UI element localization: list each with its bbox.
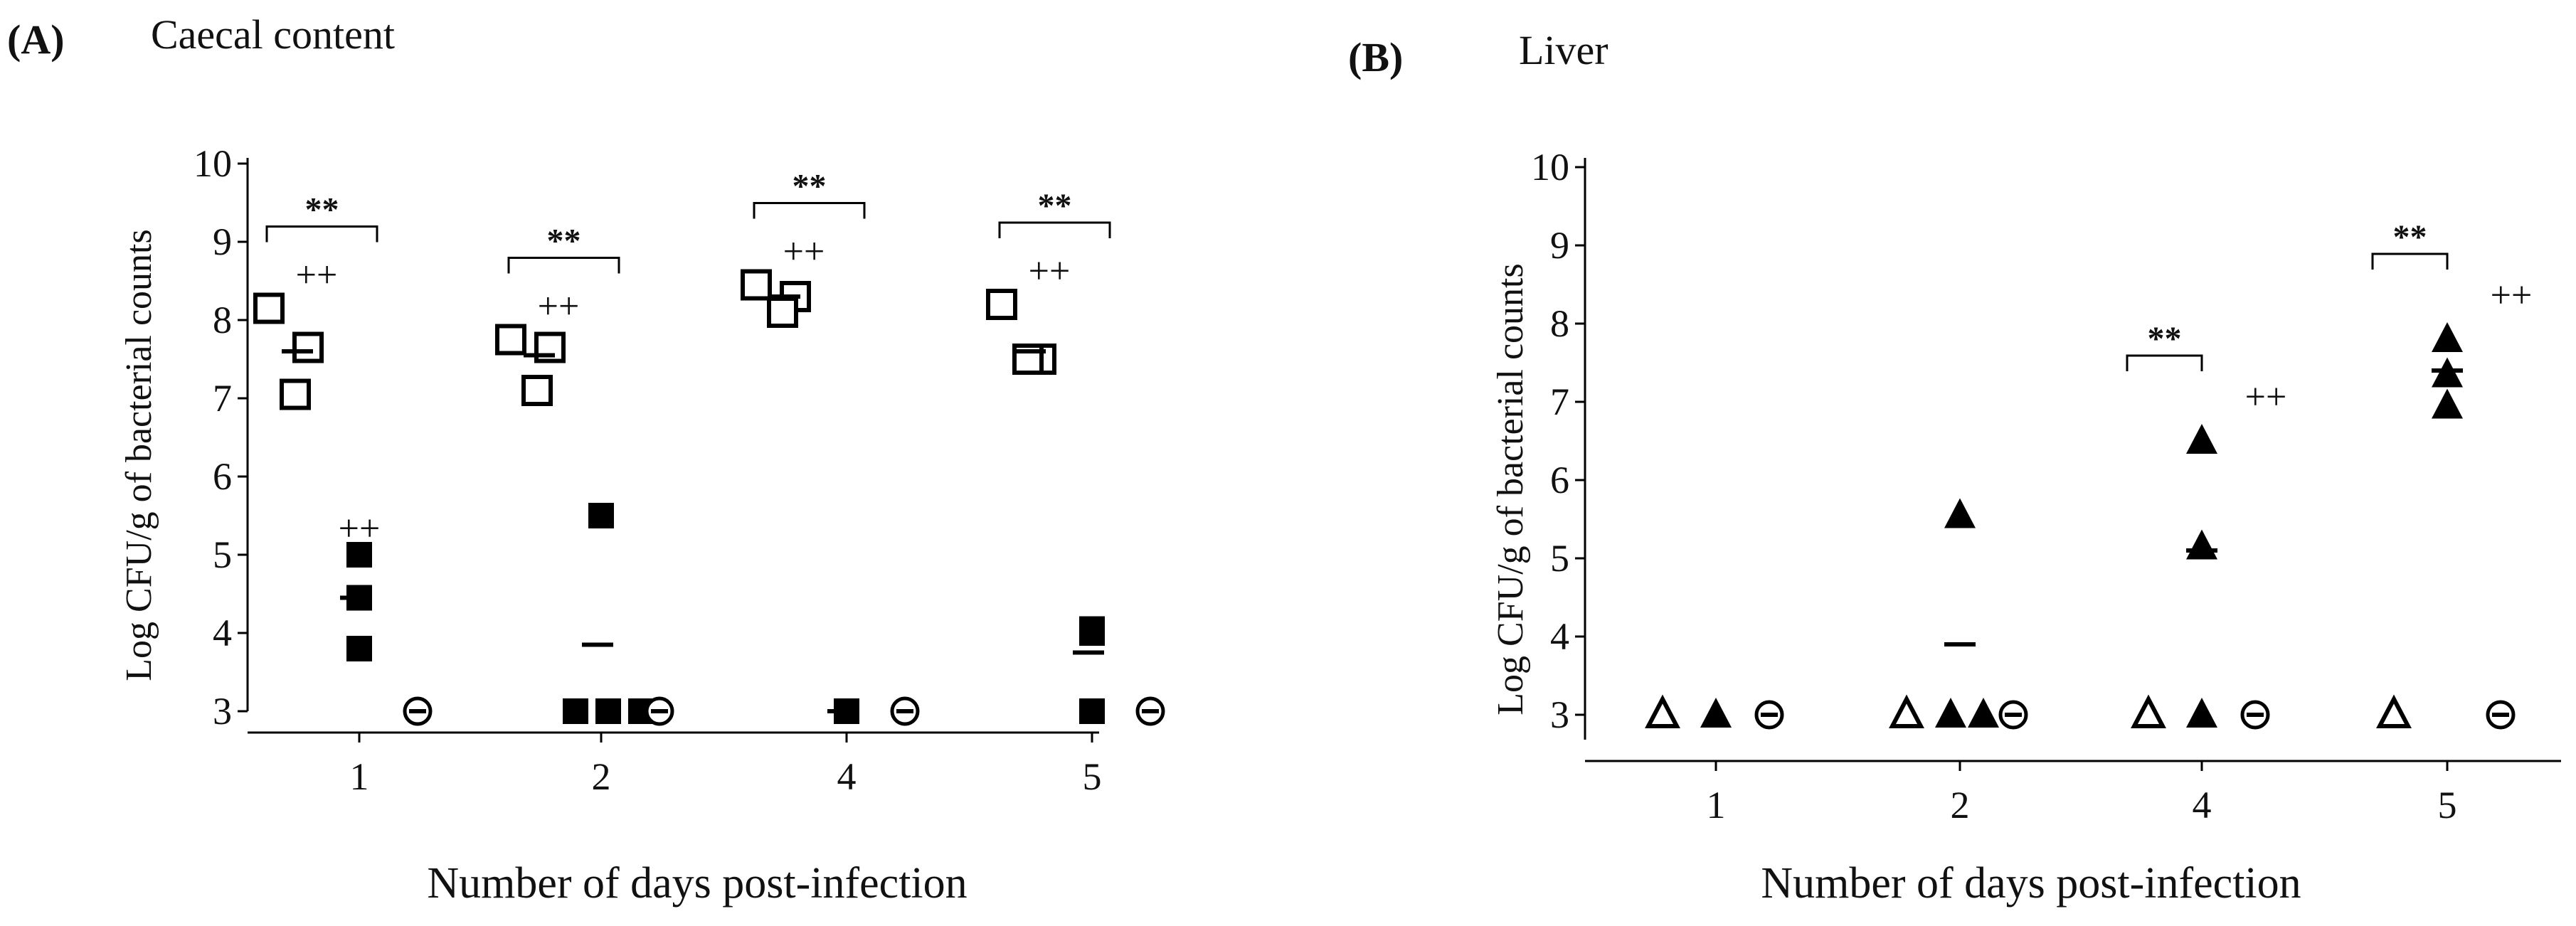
panel-a-day1-filled-square-point [346, 636, 372, 661]
panel-b-xlabel: Number of days post-infection [1761, 859, 2301, 908]
panel-a-day4-open-square-point [741, 269, 772, 301]
panel-b-axes: 3 4 5 6 7 8 9 10 1 2 4 5 ** ++ ** ++ [1531, 146, 2561, 826]
panel-a-day5-plus-label: ++ [1029, 251, 1071, 292]
panel-a-day5-sig-bracket [998, 221, 1111, 238]
panel-b-title: Liver [1519, 27, 1608, 73]
panel-b-y-tick-label: 5 [1550, 537, 1569, 580]
panel-a-y-tick-label: 10 [194, 142, 232, 185]
panel-b-day4-filled-triangle-point [2186, 698, 2217, 728]
panel-a-day1-open-square-point [280, 378, 311, 410]
panel-a-day1-open-square-point [253, 292, 285, 324]
panel-a-xlabel: Number of days post-infection [427, 859, 967, 908]
panel-b-day4-plus-label: ++ [2245, 377, 2287, 417]
panel-a-y-tick-label: 5 [213, 533, 232, 576]
panel-a-day5-filled-square-point [1079, 620, 1105, 646]
panel-a-x-tick-label: 5 [1083, 755, 1102, 798]
panel-b-day5-open-triangle-point [2376, 694, 2412, 728]
panel-a-day1-plus-label: ++ [339, 509, 381, 549]
panel-a-x-tick-label: 4 [837, 755, 857, 798]
panel-b-day2-filled-triangle-point [1968, 698, 1999, 728]
panel-b-day2-filled-triangle-point [1935, 698, 1966, 728]
panel-a-y-tick-label: 7 [213, 377, 232, 420]
panel-a-ylabel: Log CFU/g of bacterial counts [119, 229, 159, 681]
panel-b-y-tick-label: 6 [1550, 459, 1569, 501]
panel-a-day4-sig-bracket [753, 202, 866, 219]
panel-a-letter: (A) [7, 16, 65, 63]
panel-a-axes: 3 4 5 6 7 8 9 10 1 2 4 5 ** ++ ++ ** ++ ** ++ ** ++ [194, 142, 1165, 798]
panel-a-day5-filled-square-point [1079, 698, 1105, 724]
panel-b-y-tick-label: 3 [1550, 693, 1569, 736]
panel-b-letter: (B) [1348, 34, 1403, 80]
panel-a-day4-sig-label: ** [793, 168, 827, 206]
panel-a-day5-open-square-point [986, 289, 1017, 320]
panel-a-x-tick-label: 1 [350, 755, 369, 798]
panel-a-day2-filled-square-point [563, 698, 588, 724]
panel-a-day2-filled-square-point [595, 698, 621, 724]
panel-b-x-tick-label: 2 [1951, 784, 1970, 826]
panel-a-day2-plus-label: ++ [538, 287, 580, 327]
panel-a-y-tick-label: 6 [213, 455, 232, 498]
panel-b-day4-filled-triangle-point [2186, 424, 2217, 454]
panel-b-day4-sig-label: ** [2148, 320, 2182, 358]
panel-b-x-tick-label: 1 [1707, 784, 1726, 826]
panel-a-title: Caecal content [151, 11, 395, 58]
panel-b-x-tick-label: 5 [2438, 784, 2457, 826]
panel-a-day2-sig-bracket [507, 257, 620, 274]
panel-b-day5-sig-label: ** [2393, 218, 2427, 256]
panel-a-day1-open-square-point [292, 331, 324, 363]
panel-b-y-tick-label: 9 [1550, 224, 1569, 267]
panel-b-day5-plus-label: ++ [2491, 275, 2533, 316]
panel-b-day1-open-triangle-point [1645, 694, 1680, 728]
panel-b-day5-filled-triangle-point [2432, 388, 2463, 419]
panel-a-day1-plus-label: ++ [296, 255, 338, 296]
panel-a-day2-open-square-point [521, 375, 553, 406]
panel-a-day2-open-square-point [495, 324, 526, 356]
panel-a-day1-sig-label: ** [305, 191, 339, 229]
panel-b-ylabel: Log CFU/g of bacterial counts [1490, 263, 1531, 715]
panel-b-day4-open-triangle-point [2131, 694, 2166, 728]
panel-a-y-tick-label: 8 [213, 299, 232, 341]
panel-a-y-tick-label: 9 [213, 220, 232, 263]
panel-b-y-tick-label: 7 [1550, 380, 1569, 423]
panel-b-y-tick-label: 4 [1550, 615, 1569, 658]
panel-a-day2-sig-label: ** [547, 223, 581, 260]
panel-b-day5-filled-triangle-point [2432, 322, 2463, 352]
panel-b-day2-open-triangle-point [1889, 694, 1924, 728]
panel-b-y-tick-label: 10 [1531, 146, 1569, 188]
panel-a-day4-plus-label: ++ [783, 232, 825, 272]
panel-b-day5-sig-bracket [2371, 252, 2449, 270]
panel-a-y-tick-label: 3 [213, 690, 232, 733]
panel-a-y-tick-label: 4 [213, 612, 232, 654]
panel-b-y-tick-label: 8 [1550, 302, 1569, 345]
panel-a-day5-sig-label: ** [1038, 187, 1072, 225]
panel-a-x-tick-label: 2 [592, 755, 611, 798]
panel-b-x-tick-label: 4 [2193, 784, 2212, 826]
panel-a-day4-open-square-point [767, 297, 798, 328]
panel-b-day1-filled-triangle-point [1700, 698, 1732, 728]
panel-b-day2-filled-triangle-point [1944, 498, 1976, 528]
panel-b-day4-filled-triangle-point [2186, 529, 2217, 560]
panel-b-day4-sig-bracket [2126, 354, 2203, 371]
panel-a-day1-sig-bracket [265, 225, 378, 243]
panel-a-day1-filled-square-point [346, 542, 372, 568]
panel-a-day2-filled-square-point [588, 503, 614, 528]
